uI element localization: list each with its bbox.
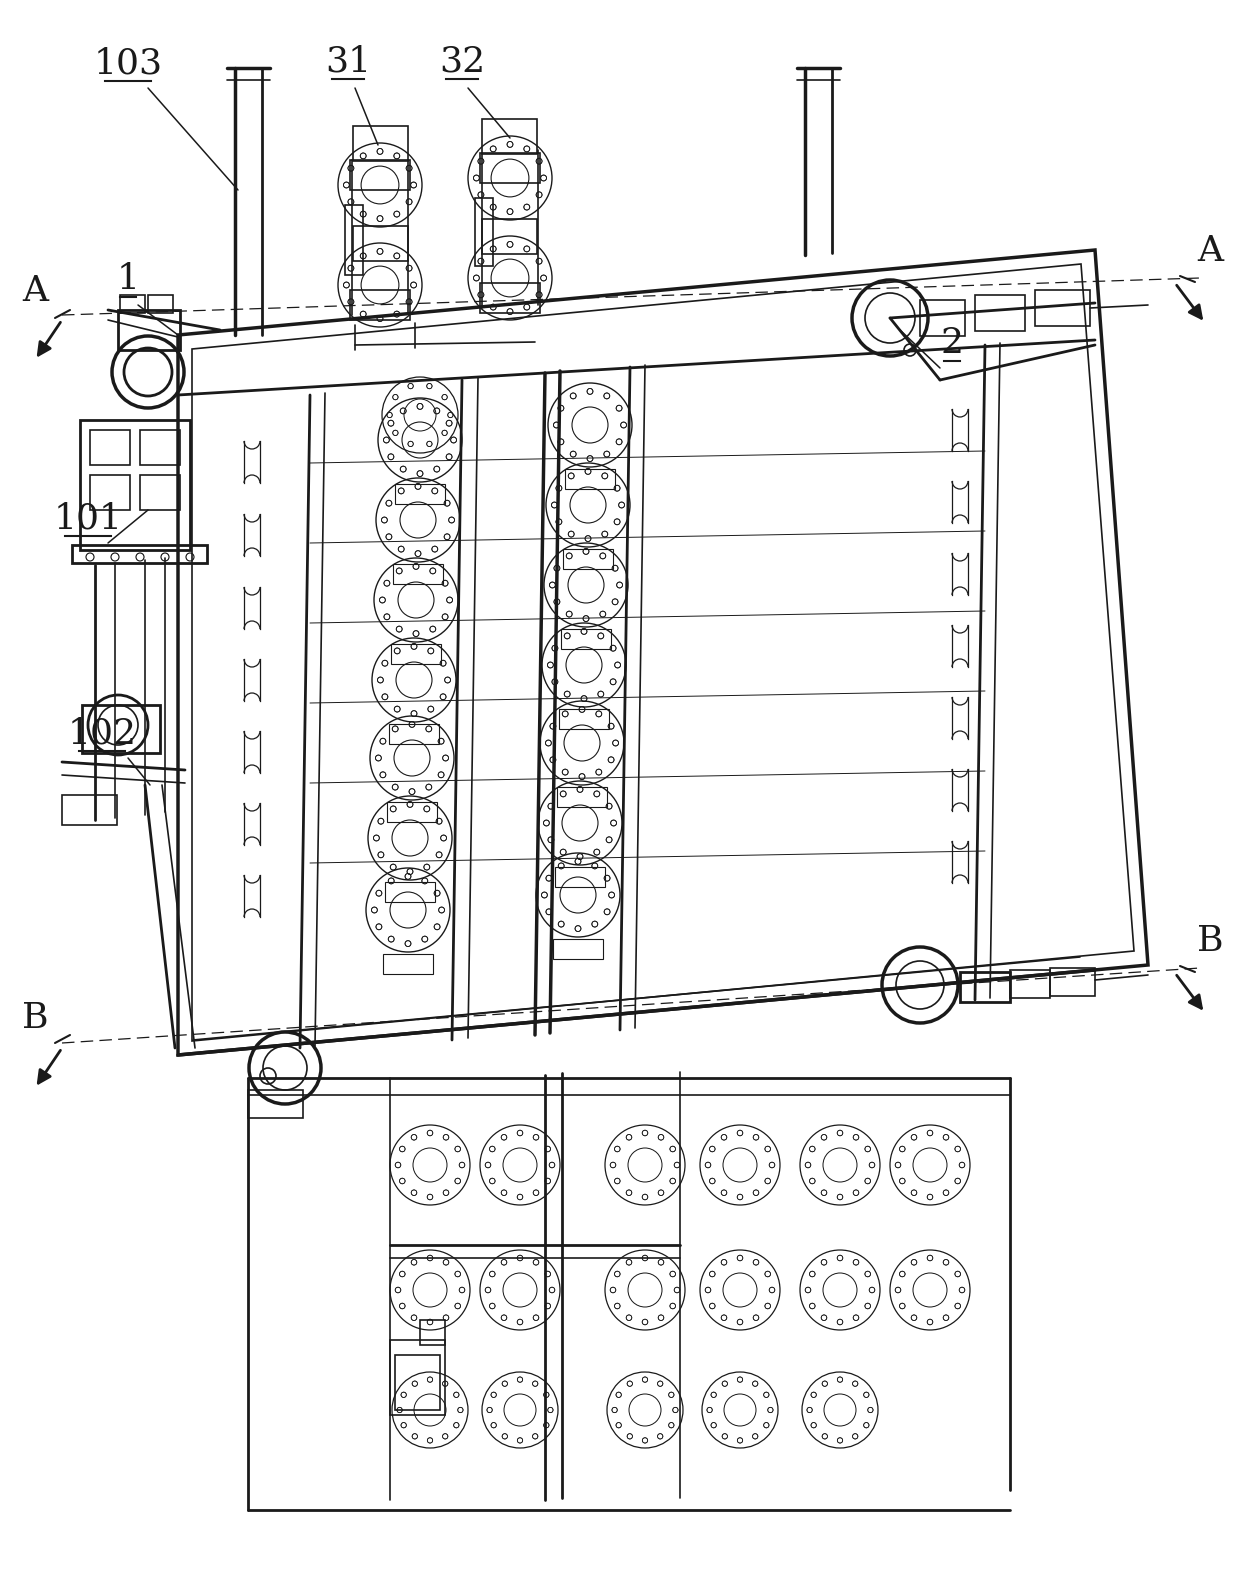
Bar bbox=[920, 301, 965, 335]
Bar bbox=[952, 452, 968, 493]
Bar bbox=[62, 795, 117, 825]
Bar bbox=[482, 219, 537, 254]
Text: A: A bbox=[1197, 234, 1223, 269]
Bar bbox=[556, 867, 605, 887]
Bar bbox=[553, 940, 603, 959]
Text: 1: 1 bbox=[117, 262, 140, 296]
Bar bbox=[148, 296, 174, 313]
Bar bbox=[482, 119, 537, 154]
Bar bbox=[383, 954, 433, 975]
Bar bbox=[952, 523, 968, 564]
Bar bbox=[120, 296, 145, 313]
Bar bbox=[248, 1091, 303, 1118]
Bar bbox=[244, 701, 260, 743]
Bar bbox=[960, 971, 1011, 1002]
Bar bbox=[1035, 289, 1090, 326]
Bar bbox=[565, 469, 615, 490]
Bar bbox=[952, 811, 968, 852]
Bar bbox=[952, 666, 968, 709]
Text: 101: 101 bbox=[53, 501, 123, 534]
Bar bbox=[345, 205, 363, 275]
Bar bbox=[1050, 968, 1095, 995]
Text: A: A bbox=[22, 273, 48, 308]
Bar bbox=[952, 882, 968, 925]
Bar bbox=[244, 844, 260, 887]
Bar bbox=[140, 475, 180, 510]
Bar bbox=[396, 483, 445, 504]
Text: 102: 102 bbox=[67, 716, 136, 750]
Bar bbox=[140, 429, 180, 464]
Bar bbox=[559, 709, 609, 728]
Bar bbox=[389, 723, 439, 744]
Bar bbox=[952, 595, 968, 638]
Bar bbox=[975, 296, 1025, 331]
Text: B: B bbox=[1197, 924, 1224, 959]
Bar bbox=[396, 1355, 440, 1410]
Text: 2: 2 bbox=[940, 326, 963, 359]
Bar bbox=[72, 545, 207, 563]
Bar bbox=[387, 801, 436, 822]
Bar bbox=[244, 556, 260, 598]
Text: B: B bbox=[21, 1002, 48, 1035]
Text: 31: 31 bbox=[325, 45, 371, 78]
Bar bbox=[557, 787, 608, 808]
Bar bbox=[560, 630, 611, 649]
Text: 32: 32 bbox=[439, 45, 485, 78]
Bar bbox=[480, 153, 539, 183]
Text: 103: 103 bbox=[93, 46, 162, 80]
Bar bbox=[475, 199, 494, 266]
Bar bbox=[352, 226, 408, 261]
Bar bbox=[82, 704, 160, 754]
Bar bbox=[91, 475, 130, 510]
Bar bbox=[81, 420, 190, 550]
Bar bbox=[952, 739, 968, 781]
Bar bbox=[244, 483, 260, 525]
Bar bbox=[350, 161, 410, 189]
Bar bbox=[91, 429, 130, 464]
Bar bbox=[244, 917, 260, 959]
Bar bbox=[391, 644, 441, 665]
Bar bbox=[420, 1320, 445, 1345]
Bar bbox=[244, 630, 260, 671]
Bar bbox=[244, 773, 260, 816]
Bar bbox=[393, 564, 443, 584]
Bar bbox=[118, 310, 180, 350]
Bar bbox=[352, 126, 408, 161]
Bar bbox=[350, 289, 410, 320]
Bar bbox=[480, 283, 539, 313]
Bar bbox=[1011, 970, 1050, 999]
Bar bbox=[384, 882, 435, 902]
Bar bbox=[563, 549, 613, 569]
Bar bbox=[391, 1340, 445, 1415]
